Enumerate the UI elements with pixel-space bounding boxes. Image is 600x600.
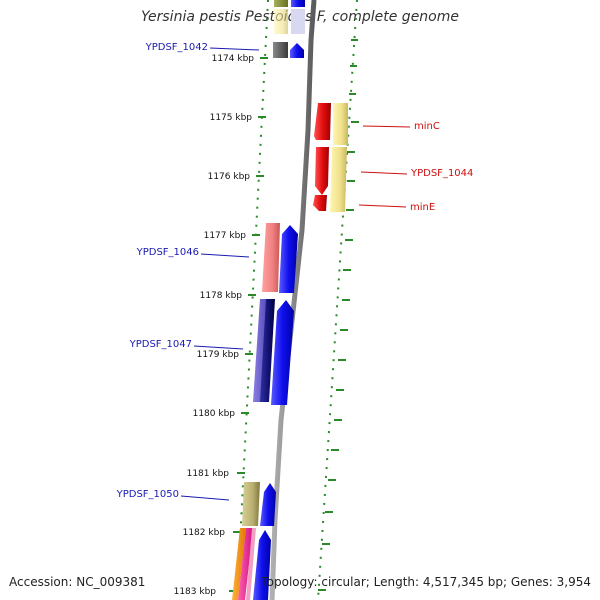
gene-arrow[interactable] — [253, 530, 271, 600]
gene-arrow[interactable] — [260, 483, 276, 526]
topology-text: Topology: circular; Length: 4,517,345 bp… — [261, 575, 591, 589]
gene-feature[interactable] — [274, 9, 288, 34]
gene-arrow[interactable] — [271, 300, 294, 405]
gene-feature[interactable] — [232, 528, 246, 600]
gene-arrow[interactable] — [291, 0, 305, 7]
ruler-track-inner — [236, 0, 269, 600]
gene-feature[interactable] — [246, 528, 256, 600]
gene-arrow[interactable] — [315, 147, 329, 195]
gene-ypdsf-1042[interactable] — [273, 42, 288, 58]
accession-text: Accession: NC_009381 — [9, 575, 146, 589]
gene-minc[interactable] — [314, 103, 331, 140]
genome-backbone — [269, 0, 317, 600]
gene-label-ypdsf-1046[interactable]: YPDSF_1046 — [136, 247, 199, 258]
tick-label: 1176 kbp — [208, 172, 251, 182]
tick-label: 1180 kbp — [193, 409, 236, 419]
tick-label: 1183 kbp — [174, 587, 217, 597]
tick-label: 1181 kbp — [187, 469, 230, 479]
gene-feature[interactable] — [274, 0, 288, 7]
gene-label-mine[interactable]: minE — [410, 202, 435, 213]
gene-ypdsf-1044[interactable] — [330, 147, 347, 212]
gene-label-ypdsf-1047[interactable]: YPDSF_1047 — [129, 339, 192, 350]
tick-label: 1178 kbp — [200, 291, 243, 301]
gene-ypdsf-1050[interactable] — [242, 482, 260, 526]
tick-label: 1175 kbp — [210, 113, 253, 123]
gene-feature[interactable] — [333, 103, 348, 145]
gene-label-ypdsf-1042[interactable]: YPDSF_1042 — [145, 42, 208, 53]
ruler-track-outer — [317, 0, 358, 600]
gene-arrow[interactable] — [290, 43, 304, 58]
gene-feature[interactable] — [238, 528, 253, 600]
gene-ypdsf-1046[interactable] — [262, 223, 280, 292]
gene-label-ypdsf-1050[interactable]: YPDSF_1050 — [116, 489, 179, 500]
gene-arrow[interactable] — [279, 225, 298, 293]
tick-label: 1182 kbp — [183, 528, 226, 538]
ruler-dashes-outer — [318, 39, 359, 591]
kbp-ruler: 1174 kbp 1175 kbp 1176 kbp 1177 kbp 1178… — [174, 54, 268, 597]
right-gene-labels: minC YPDSF_1044 minE — [358, 121, 473, 213]
gene-arrow[interactable] — [291, 9, 305, 34]
tick-label: 1177 kbp — [204, 231, 247, 241]
left-gene-labels: YPDSF_1042 YPDSF_1046 YPDSF_1047 YPDSF_1… — [116, 42, 260, 501]
tick-label: 1179 kbp — [197, 350, 240, 360]
gene-mine[interactable] — [313, 195, 327, 211]
gene-label-ypdsf-1044[interactable]: YPDSF_1044 — [410, 168, 473, 179]
gene-label-minc[interactable]: minC — [414, 121, 440, 132]
tick-label: 1174 kbp — [212, 54, 255, 64]
gene-arrow[interactable] — [260, 299, 275, 402]
